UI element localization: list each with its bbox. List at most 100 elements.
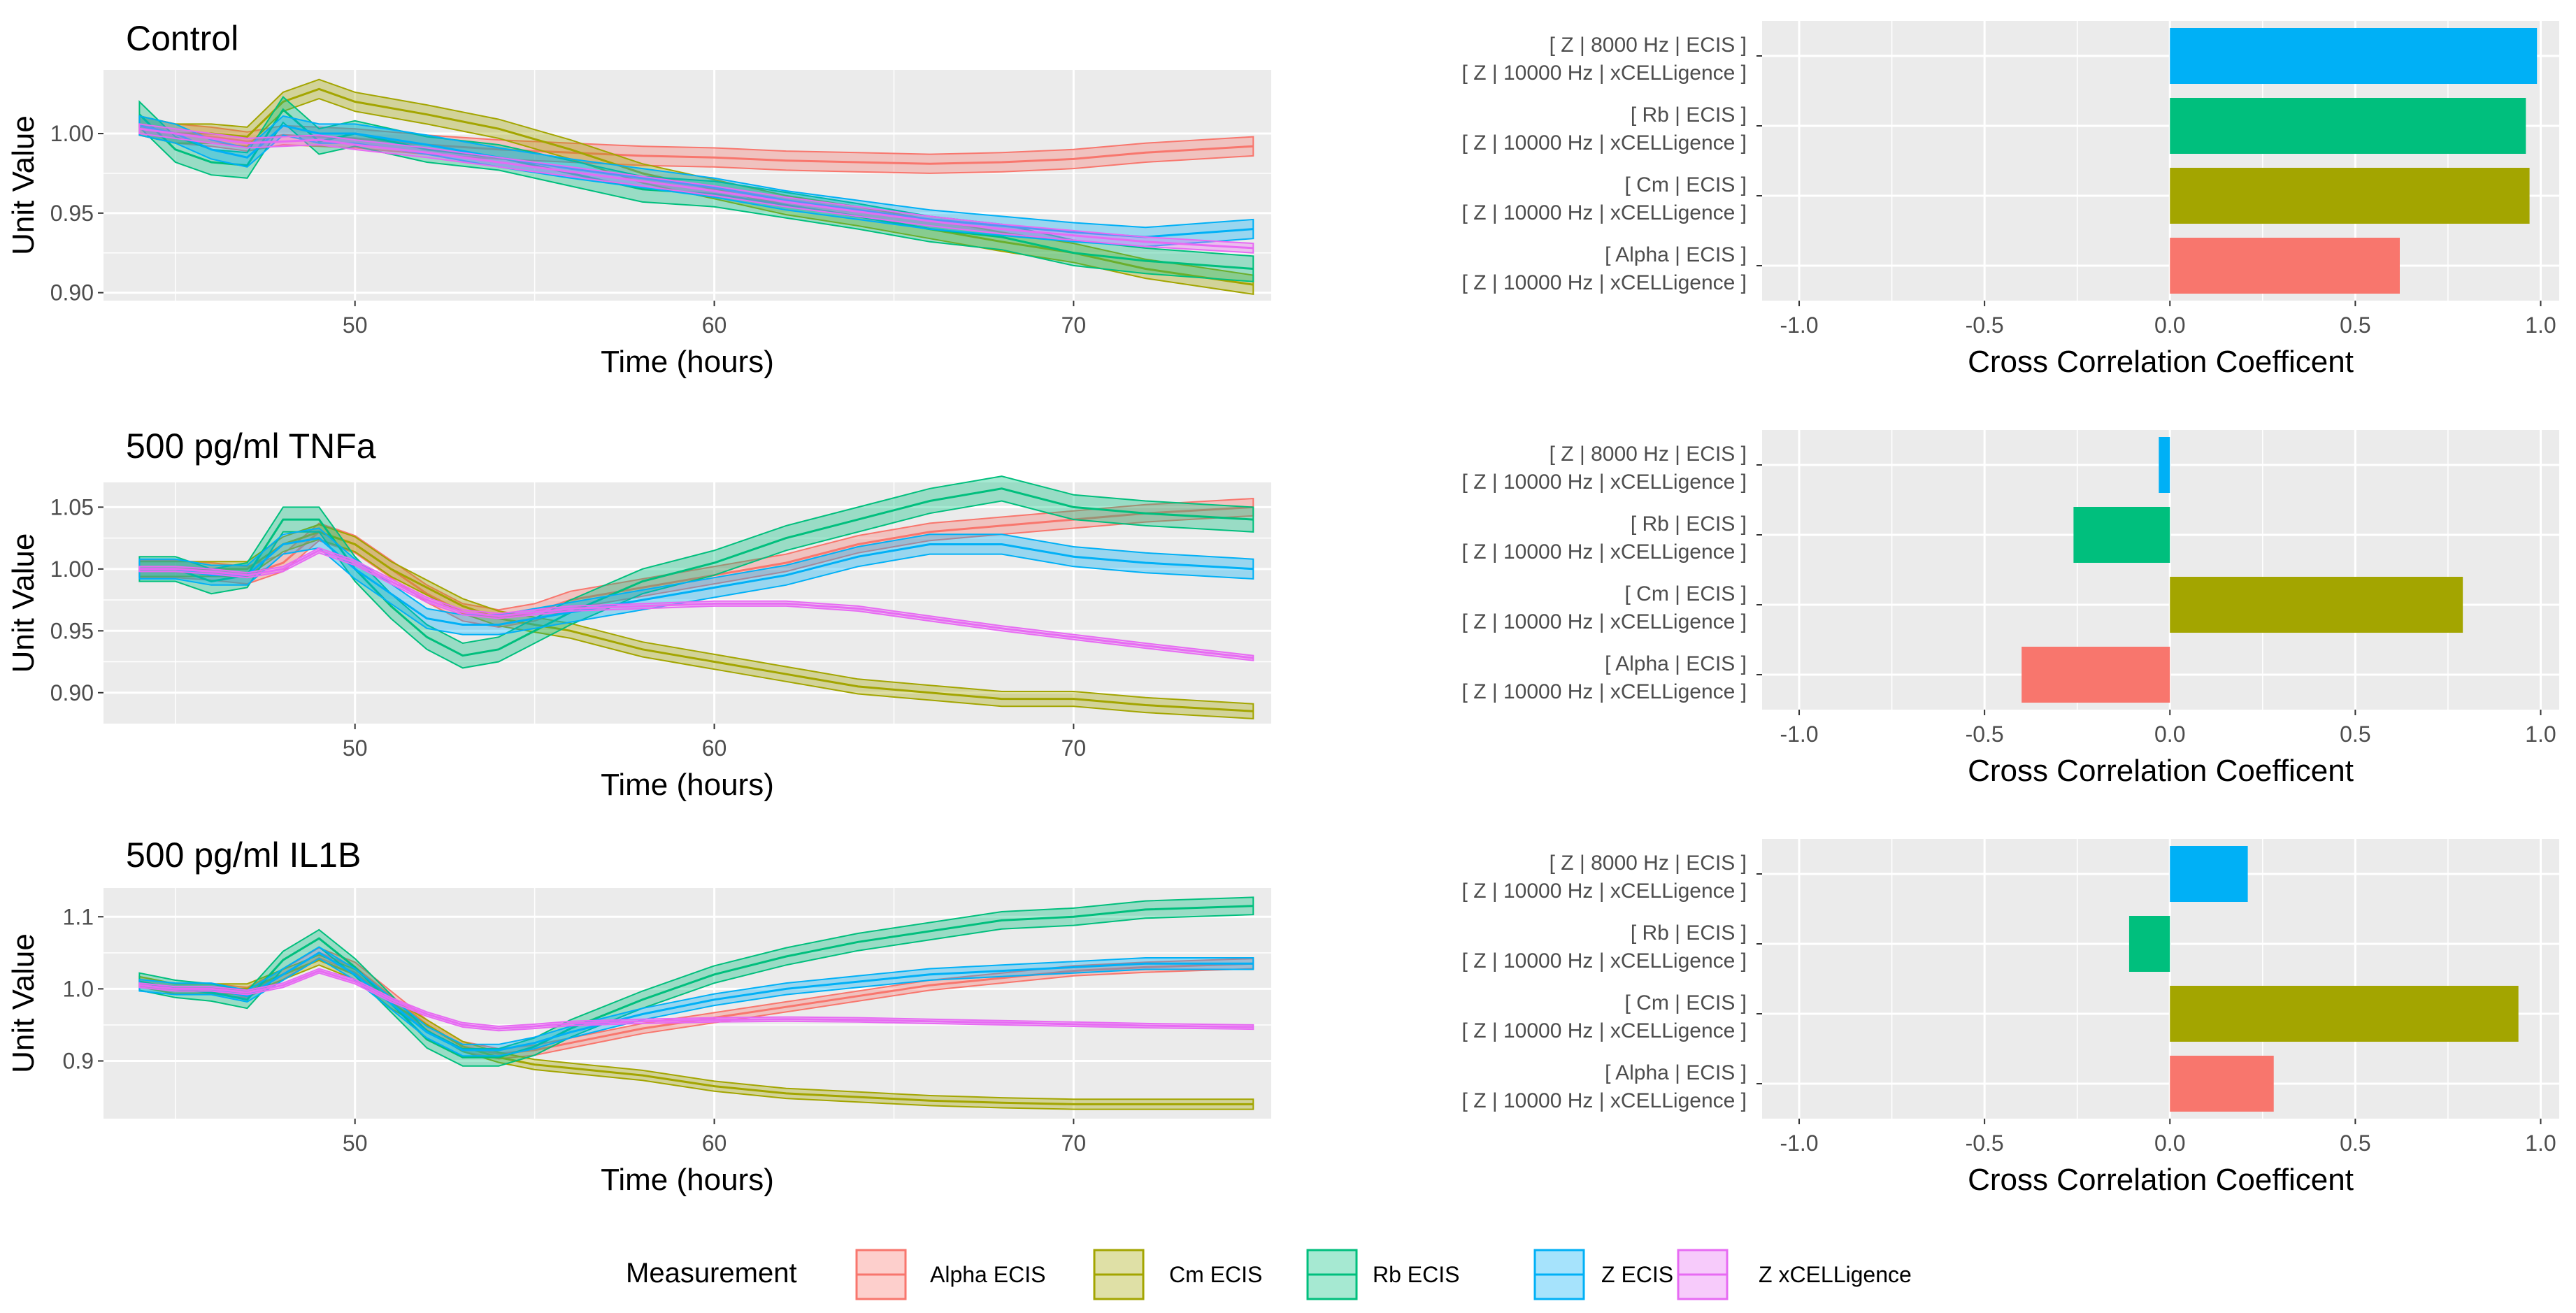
line-zx: [139, 549, 1254, 659]
category-label: [ Z | 10000 Hz | xCELLigence ]: [1462, 540, 1747, 564]
x-tick-label: -1.0: [1780, 313, 1818, 338]
ribbon-zx: [138, 968, 1254, 1032]
x-axis-label: Time (hours): [601, 768, 774, 802]
ribbon-z: [138, 115, 1254, 247]
line-z: [139, 952, 1254, 1052]
line-z: [139, 124, 1254, 238]
category-label: [ Z | 10000 Hz | xCELLigence ]: [1462, 131, 1747, 155]
plot-panel: [1762, 839, 2559, 1119]
series-z: [138, 527, 1254, 636]
bar-alpha: [2170, 238, 2400, 294]
category-label: [ Z | 10000 Hz | xCELLigence ]: [1462, 471, 1747, 494]
chart-title: 500 pg/ml TNFa: [126, 426, 376, 466]
category-label: [ Z | 10000 Hz | xCELLigence ]: [1462, 201, 1747, 224]
category-label: [ Z | 8000 Hz | ECIS ]: [1550, 34, 1747, 57]
x-tick-label: 0.5: [2340, 722, 2370, 747]
category-label: [ Z | 10000 Hz | xCELLigence ]: [1462, 949, 1747, 973]
bar-cm: [2170, 577, 2463, 633]
ribbon-cm: [138, 524, 1254, 719]
line-chart-2: 50 60 70 0.90 0.95 1.00 1.05 500 pg/ml TNFa Time…: [6, 426, 1271, 802]
plot-panel: [103, 888, 1271, 1119]
x-tick-label: 60: [702, 736, 727, 761]
line-chart-0: 50 60 70 0.90 0.95 1.00 Control Time (hours) Uni…: [6, 19, 1271, 379]
bar-z: [2170, 28, 2538, 84]
y-axis-label: Unit Value: [6, 933, 41, 1073]
x-tick-label: 0.5: [2340, 1131, 2370, 1156]
x-tick-label: -0.5: [1966, 1131, 2004, 1156]
ribbon-z: [138, 527, 1254, 636]
category-label: [ Rb | ECIS ]: [1631, 921, 1747, 945]
line-alpha: [139, 124, 1254, 165]
bar-cm: [2170, 986, 2519, 1042]
y-tick-label: 0.9: [63, 1049, 94, 1074]
y-tick-label: 1.00: [50, 121, 94, 146]
bar-z: [2159, 437, 2170, 493]
x-tick-label: 70: [1061, 313, 1087, 338]
legend-title: Measurement: [626, 1258, 797, 1289]
x-tick-label: 0.0: [2154, 313, 2185, 338]
y-axis-label: Unit Value: [6, 115, 41, 255]
legend: Measurement Alpha ECIS Cm ECIS Rb ECIS Z ECI…: [626, 1249, 1912, 1300]
category-label: [ Rb | ECIS ]: [1631, 103, 1747, 127]
legend-label-cm: Cm ECIS: [1169, 1262, 1262, 1287]
x-tick-label: -0.5: [1966, 313, 2004, 338]
category-label: [ Alpha | ECIS ]: [1605, 243, 1747, 266]
bar-cm: [2170, 168, 2530, 224]
x-tick-label: 0.0: [2154, 722, 2185, 747]
category-label: [ Z | 10000 Hz | xCELLigence ]: [1462, 62, 1747, 85]
x-axis-label: Cross Correlation Coefficent: [1968, 754, 2354, 788]
x-tick-label: 1.0: [2525, 722, 2556, 747]
x-axis-label: Time (hours): [601, 1163, 774, 1197]
category-label: [ Rb | ECIS ]: [1631, 512, 1747, 536]
y-axis-label: Unit Value: [6, 533, 41, 673]
category-label: [ Cm | ECIS ]: [1625, 582, 1747, 605]
x-tick-label: 50: [343, 736, 368, 761]
x-tick-label: 60: [702, 1131, 727, 1156]
plot-panel: [103, 70, 1271, 301]
series-rb: [138, 475, 1254, 669]
category-label: [ Z | 10000 Hz | xCELLigence ]: [1462, 680, 1747, 703]
legend-label-z: Z ECIS: [1601, 1262, 1673, 1287]
chart-title: 500 pg/ml IL1B: [126, 835, 361, 875]
bar-rb: [2170, 98, 2526, 154]
series-cm: [138, 78, 1254, 296]
category-label: [ Alpha | ECIS ]: [1605, 652, 1747, 675]
category-label: [ Cm | ECIS ]: [1625, 173, 1747, 196]
category-label: [ Alpha | ECIS ]: [1605, 1061, 1747, 1084]
line-z: [139, 537, 1254, 626]
ribbon-cm: [138, 78, 1254, 296]
x-tick-label: 0.0: [2154, 1131, 2185, 1156]
series-zx: [138, 547, 1254, 661]
x-tick-label: 70: [1061, 1131, 1087, 1156]
x-tick-label: 50: [343, 313, 368, 338]
category-label: [ Z | 8000 Hz | ECIS ]: [1550, 443, 1747, 466]
x-axis-label: Cross Correlation Coefficent: [1968, 345, 2354, 379]
bar-rb: [2073, 507, 2170, 563]
x-axis-label: Time (hours): [601, 345, 774, 379]
series-zx: [138, 123, 1254, 254]
bar-alpha: [2022, 647, 2170, 703]
line-zx: [139, 970, 1254, 1030]
x-tick-label: 1.0: [2525, 1131, 2556, 1156]
y-tick-label: 0.90: [50, 280, 94, 306]
line-cm: [139, 87, 1254, 286]
legend-label-alpha: Alpha ECIS: [930, 1262, 1045, 1287]
ribbon-rb: [138, 475, 1254, 669]
legend-label-zx: Z xCELLigence: [1759, 1262, 1912, 1287]
x-tick-label: -0.5: [1966, 722, 2004, 747]
x-tick-label: -1.0: [1780, 1131, 1818, 1156]
bar-chart-1: -1.0 -0.5 0.0 0.5 1.0 [ Z | 8000 Hz | ECIS ] […: [1462, 21, 2559, 379]
series-zx: [138, 968, 1254, 1032]
x-tick-label: -1.0: [1780, 722, 1818, 747]
line-rb: [138, 108, 1254, 270]
x-axis-label: Cross Correlation Coefficent: [1968, 1163, 2354, 1197]
bar-chart-5: -1.0 -0.5 0.0 0.5 1.0 [ Z | 8000 Hz | ECIS ] […: [1462, 839, 2559, 1197]
category-label: [ Z | 8000 Hz | ECIS ]: [1550, 852, 1747, 875]
bar-z: [2170, 846, 2248, 902]
bar-chart-3: -1.0 -0.5 0.0 0.5 1.0 [ Z | 8000 Hz | ECIS ] […: [1462, 430, 2559, 788]
x-tick-label: 50: [343, 1131, 368, 1156]
y-tick-label: 0.95: [50, 618, 94, 643]
y-tick-label: 1.1: [63, 904, 94, 929]
y-tick-label: 0.90: [50, 680, 94, 705]
bar-alpha: [2170, 1056, 2274, 1112]
